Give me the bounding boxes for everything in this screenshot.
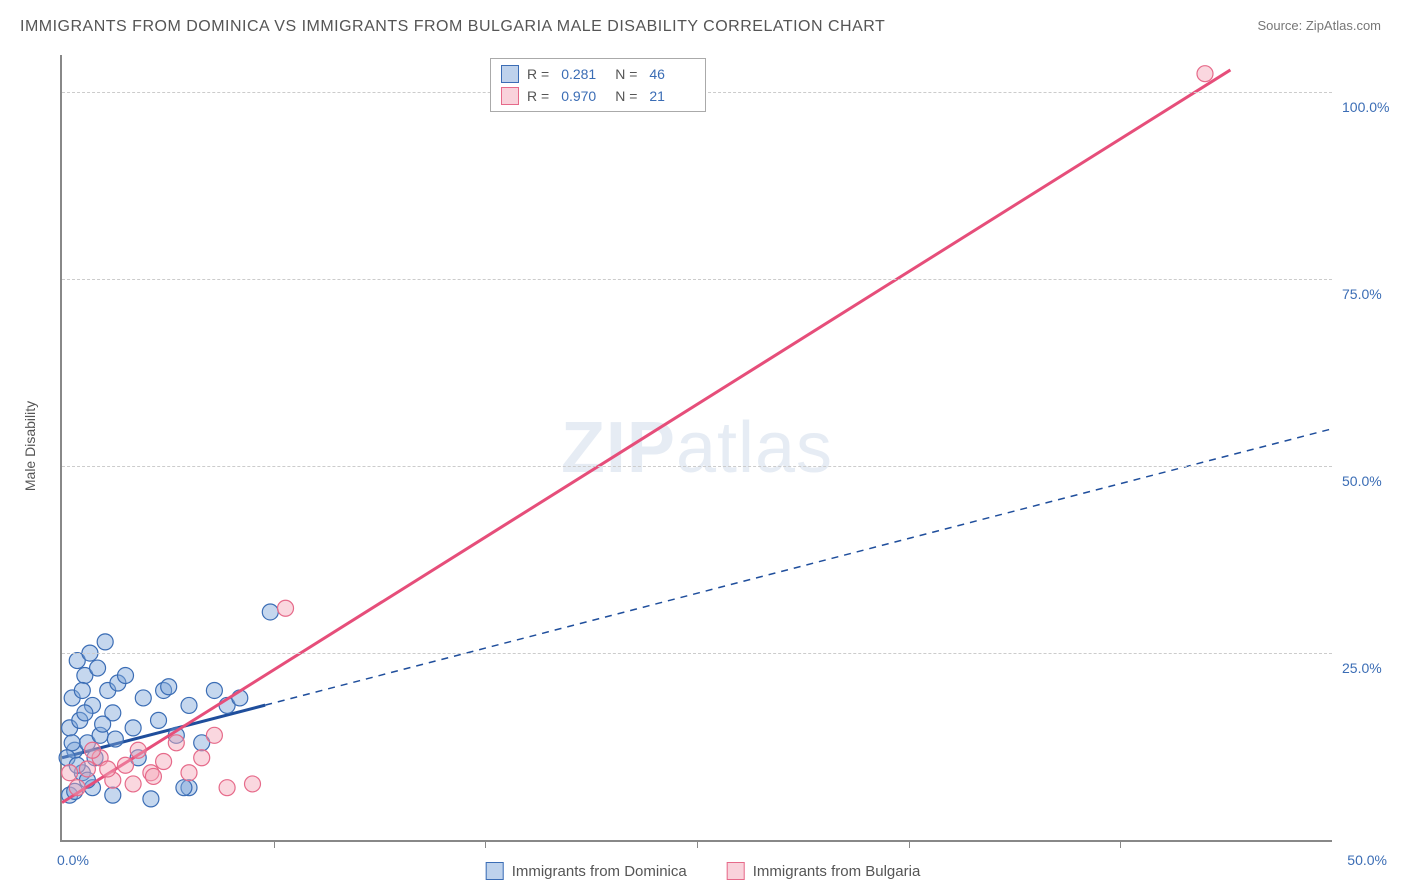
xtick-label: 50.0%: [1347, 852, 1387, 868]
swatch-dominica: [501, 65, 519, 83]
n-value-bulgaria: 21: [649, 85, 695, 107]
n-label: N =: [615, 63, 637, 85]
ytick-label: 25.0%: [1342, 660, 1402, 676]
series-legend: Immigrants from Dominica Immigrants from…: [486, 862, 921, 880]
swatch-bulgaria: [501, 87, 519, 105]
legend-row-dominica: R = 0.281 N = 46: [501, 63, 695, 85]
chart-container: IMMIGRANTS FROM DOMINICA VS IMMIGRANTS F…: [0, 0, 1406, 892]
plot-area: ZIPatlas 25.0%50.0%75.0%100.0%0.0%50.0%: [60, 55, 1332, 842]
legend-item-bulgaria: Immigrants from Bulgaria: [727, 862, 921, 880]
xtick: [485, 840, 486, 848]
chart-title: IMMIGRANTS FROM DOMINICA VS IMMIGRANTS F…: [20, 18, 885, 36]
legend-item-dominica: Immigrants from Dominica: [486, 862, 687, 880]
r-label: R =: [527, 85, 549, 107]
gridline-h: [62, 653, 1332, 654]
r-value-bulgaria: 0.970: [561, 85, 607, 107]
gridline-h: [62, 279, 1332, 280]
n-label: N =: [615, 85, 637, 107]
ytick-label: 100.0%: [1342, 99, 1402, 115]
legend-label-bulgaria: Immigrants from Bulgaria: [753, 863, 921, 880]
n-value-dominica: 46: [649, 63, 695, 85]
swatch-dominica-icon: [486, 862, 504, 880]
scatter-svg: [62, 55, 1332, 840]
y-axis-label: Male Disability: [22, 401, 38, 491]
ytick-label: 50.0%: [1342, 473, 1402, 489]
r-value-dominica: 0.281: [561, 63, 607, 85]
r-label: R =: [527, 63, 549, 85]
swatch-bulgaria-icon: [727, 862, 745, 880]
legend-row-bulgaria: R = 0.970 N = 21: [501, 85, 695, 107]
gridline-h: [62, 466, 1332, 467]
correlation-legend: R = 0.281 N = 46 R = 0.970 N = 21: [490, 58, 706, 112]
xtick: [1120, 840, 1121, 848]
ytick-label: 75.0%: [1342, 286, 1402, 302]
xtick-label: 0.0%: [57, 852, 89, 868]
xtick: [909, 840, 910, 848]
legend-label-dominica: Immigrants from Dominica: [512, 863, 687, 880]
xtick: [697, 840, 698, 848]
source-attribution: Source: ZipAtlas.com: [1257, 18, 1381, 33]
xtick: [274, 840, 275, 848]
